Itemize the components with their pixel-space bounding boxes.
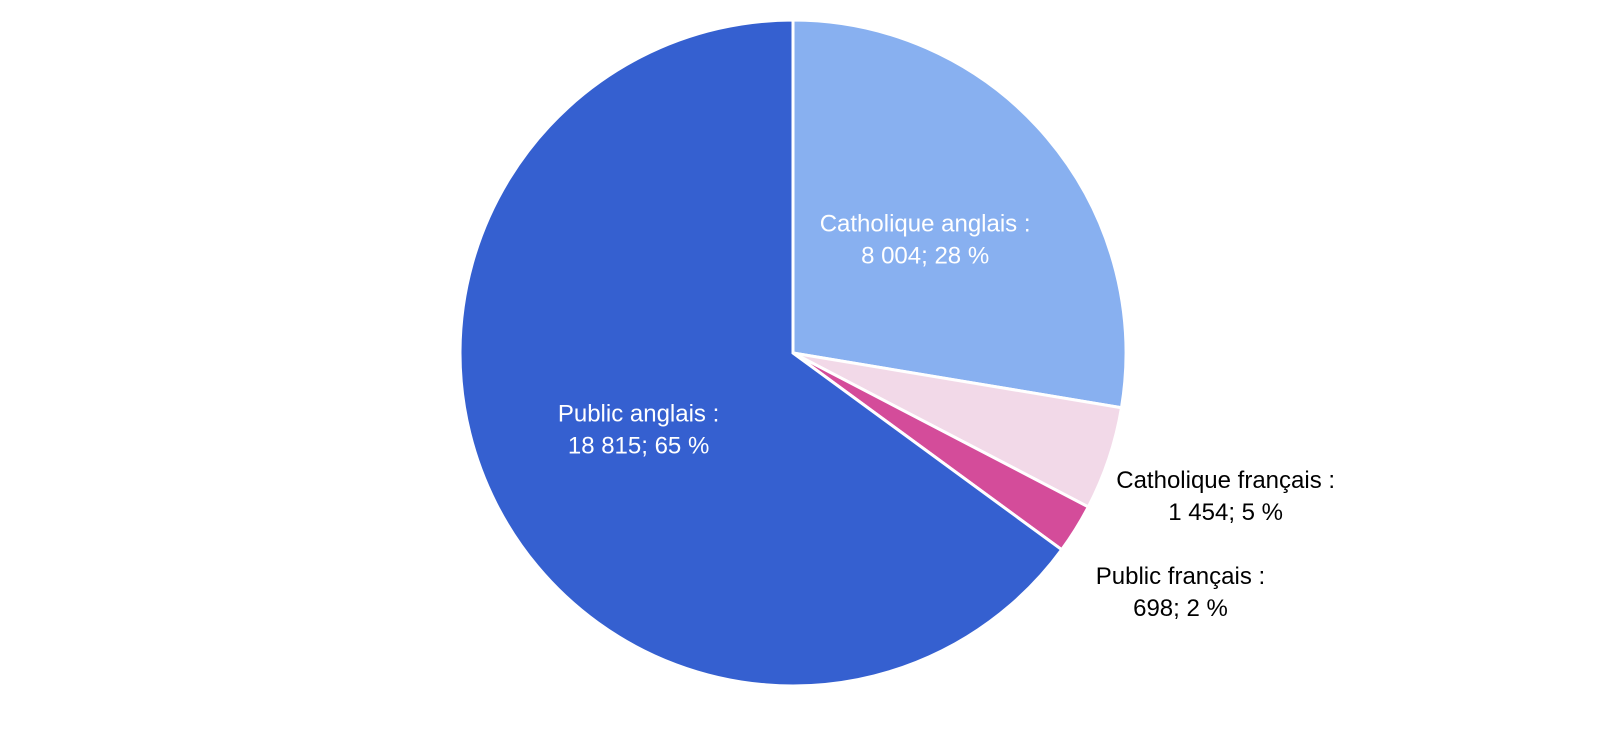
slice-value-label: 698; 2 % [1133,595,1228,622]
slice-label: Catholique français : [1116,467,1335,494]
slice-value-label: 18 815; 65 % [568,433,709,460]
slice-value-label: 1 454; 5 % [1168,499,1283,526]
slice-label: Catholique anglais : [820,210,1031,237]
slice-label: Public anglais : [558,401,719,428]
slice-label: Public français : [1096,563,1265,590]
pie-slice [791,18,1128,410]
pie-slice [458,18,1064,688]
slice-value-label: 8 004; 28 % [861,242,989,269]
